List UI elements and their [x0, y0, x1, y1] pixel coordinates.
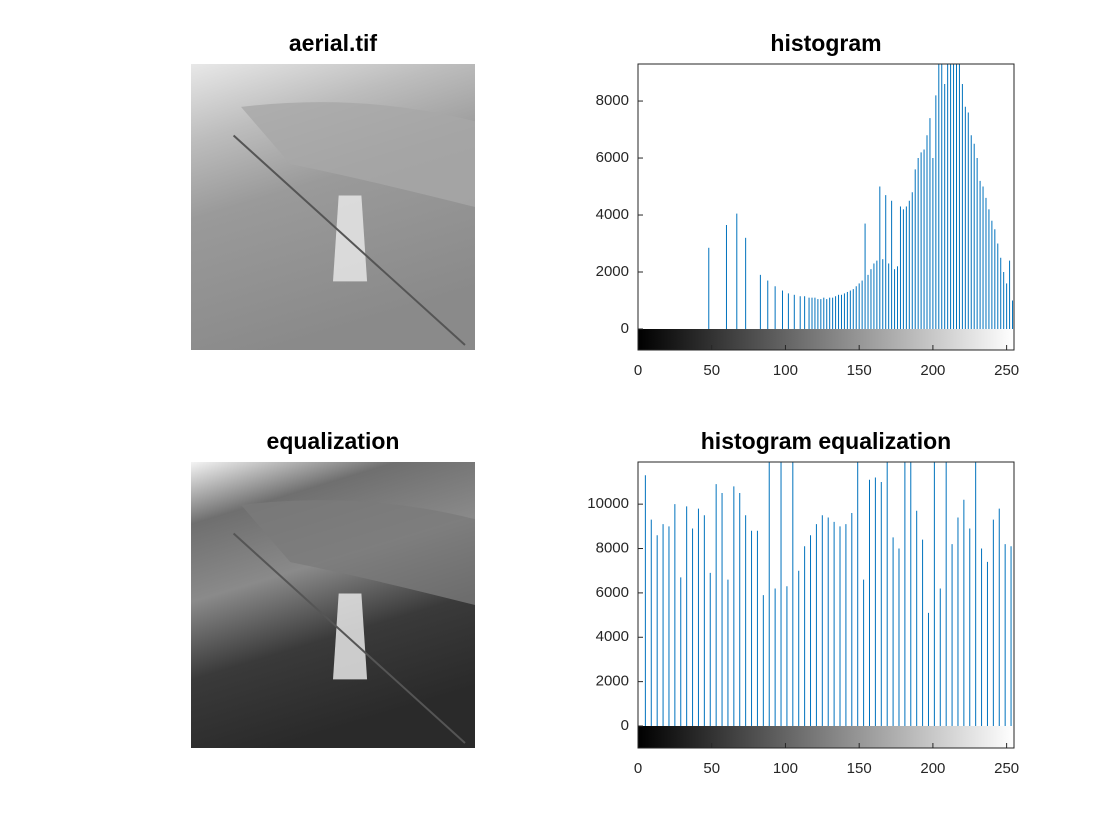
x-tick-label: 250 [994, 760, 1019, 777]
image [191, 462, 475, 748]
x-tick-label: 250 [994, 362, 1019, 379]
y-tick-label: 6000 [596, 149, 629, 166]
x-tick-label: 100 [773, 362, 798, 379]
y-tick-label: 2000 [596, 673, 629, 690]
road [232, 134, 466, 346]
stems [638, 64, 1014, 329]
y-tick-label: 2000 [596, 263, 629, 280]
y-tick-label: 4000 [596, 628, 629, 645]
x-tick-label: 100 [773, 760, 798, 777]
y-tick-label: 0 [621, 717, 629, 734]
x-tick-label: 50 [703, 362, 720, 379]
axes-box [637, 461, 1015, 749]
y-tick-label: 10000 [587, 495, 629, 512]
x-tick-label: 150 [847, 362, 872, 379]
x-tick-label: 200 [920, 362, 945, 379]
x-tick-label: 0 [634, 362, 642, 379]
y-tick-label: 0 [621, 320, 629, 337]
chart-title: histogram [770, 30, 881, 56]
x-tick-label: 50 [703, 760, 720, 777]
runway [333, 593, 368, 680]
colorbar [638, 329, 1014, 350]
x-tick-label: 0 [634, 760, 642, 777]
image [191, 64, 475, 350]
y-tick-label: 4000 [596, 206, 629, 223]
runway [333, 195, 368, 282]
colorbar [638, 726, 1014, 748]
x-tick-label: 200 [920, 760, 945, 777]
axes-box [637, 63, 1015, 351]
water [241, 500, 475, 605]
road [232, 532, 466, 744]
chart-title: aerial.tif [289, 30, 378, 56]
water [241, 102, 475, 207]
y-tick-label: 8000 [596, 539, 629, 556]
stems [644, 462, 1012, 726]
chart-title: histogram equalization [701, 428, 951, 454]
chart-title: equalization [267, 428, 400, 454]
y-tick-label: 6000 [596, 584, 629, 601]
y-tick-label: 8000 [596, 92, 629, 109]
x-tick-label: 150 [847, 760, 872, 777]
